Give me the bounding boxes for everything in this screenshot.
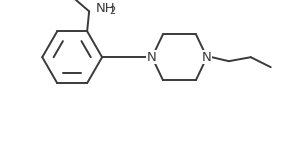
Text: 2: 2: [110, 6, 116, 16]
Text: N: N: [202, 51, 212, 64]
Text: N: N: [147, 51, 157, 64]
Text: NH: NH: [96, 2, 116, 15]
